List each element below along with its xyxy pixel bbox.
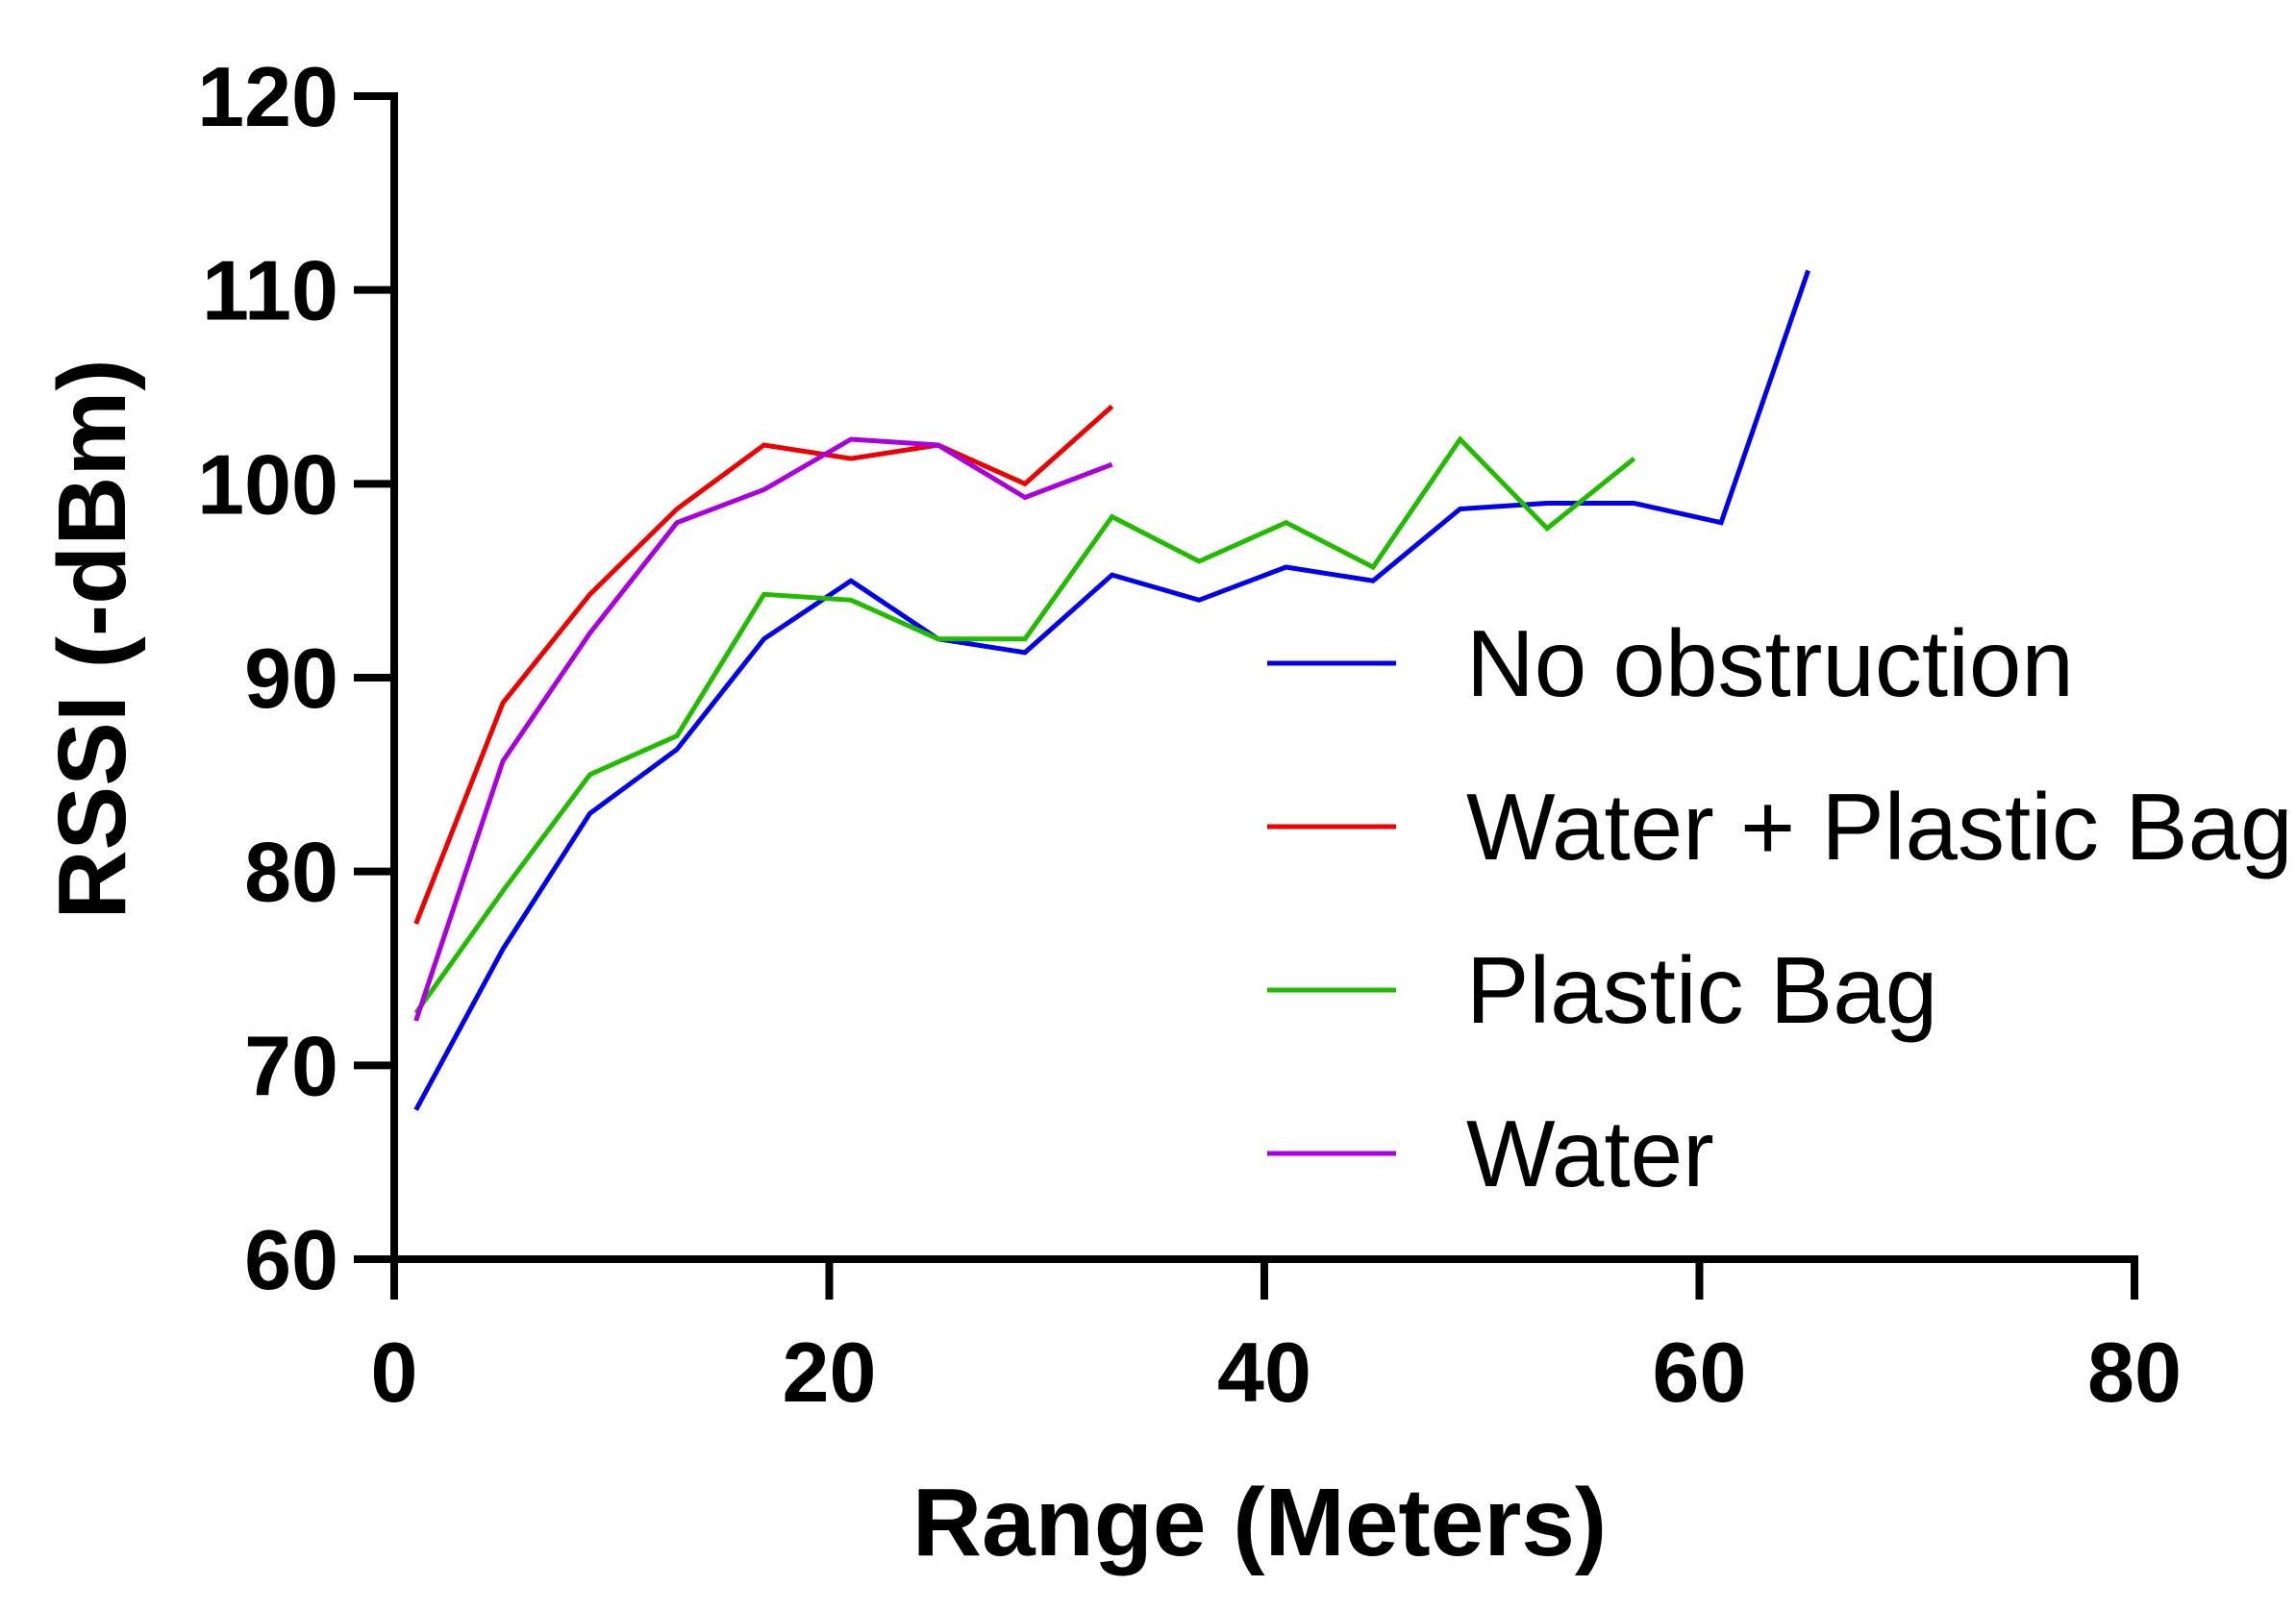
series-line-plastic-bag bbox=[413, 435, 1636, 1015]
series-line-water-plastic-bag bbox=[413, 404, 1114, 926]
legend-label-water-plastic-bag: Water + Plastic Bag bbox=[1466, 774, 2293, 880]
y-tick-label: 60 bbox=[244, 1212, 338, 1307]
x-tick-label: 0 bbox=[371, 1325, 418, 1420]
series-layer bbox=[413, 269, 1810, 1111]
legend-label-water: Water bbox=[1466, 1101, 1714, 1206]
legend-label-no-obstruction: No obstruction bbox=[1466, 610, 2074, 716]
y-tick-label: 100 bbox=[197, 436, 338, 532]
x-tick-label: 80 bbox=[2087, 1325, 2182, 1420]
x-tick-label: 60 bbox=[1653, 1325, 1747, 1420]
x-tick-label: 40 bbox=[1217, 1325, 1311, 1420]
y-tick-label: 110 bbox=[202, 243, 338, 338]
y-tick-label: 120 bbox=[197, 49, 338, 144]
x-axis-title: Range (Meters) bbox=[912, 1469, 1607, 1576]
y-tick-label: 70 bbox=[244, 1018, 338, 1113]
legend: No obstruction Water + Plastic Bag Plastic… bbox=[1267, 610, 2293, 1206]
y-tick-label: 80 bbox=[244, 825, 338, 920]
axes: 0 20 40 60 80 60 70 80 90 100 110 120 bbox=[197, 49, 2182, 1420]
legend-label-plastic-bag: Plastic Bag bbox=[1466, 937, 1937, 1043]
y-axis-title: RSSI (-dBm) bbox=[38, 359, 146, 919]
y-tick-label: 90 bbox=[244, 631, 338, 726]
x-tick-label: 20 bbox=[783, 1325, 877, 1420]
series-line-water bbox=[413, 436, 1113, 1022]
